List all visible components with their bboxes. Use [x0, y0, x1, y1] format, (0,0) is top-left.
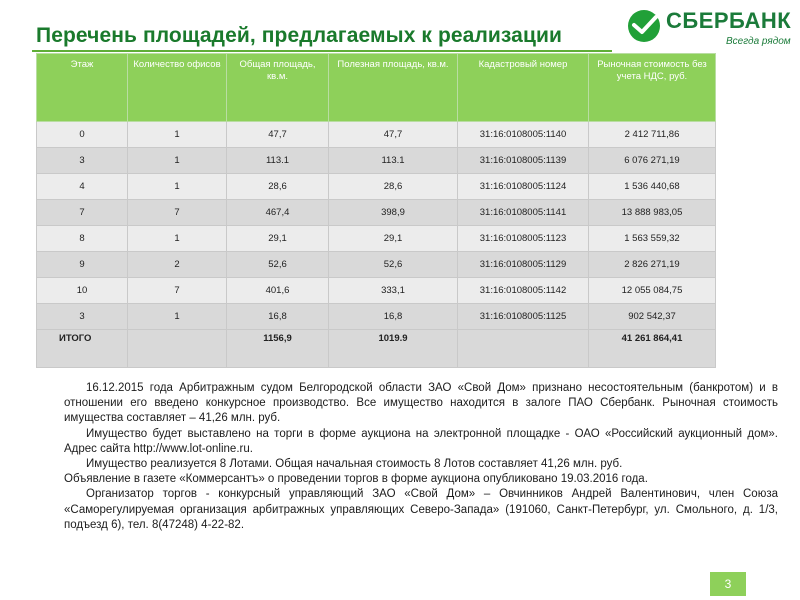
market-value-cell: 6 076 271,19 [588, 147, 716, 174]
total-area-cell: 467,4 [226, 199, 329, 226]
offices-cell: 7 [127, 277, 227, 304]
market-value-sum: 41 261 864,41 [588, 329, 716, 368]
market-value-cell: 2 826 271,19 [588, 251, 716, 278]
offices-cell: 7 [127, 199, 227, 226]
useful-area-sum: 1019.9 [328, 329, 458, 368]
slide-number: 3 [710, 572, 746, 596]
useful-area-cell: 333,1 [328, 277, 458, 304]
table-row: 3 1 16,8 16,8 31:16:0108005:1125 902 542… [36, 303, 716, 330]
total-row: ИТОГО 1156,9 1019.9 41 261 864,41 [36, 329, 716, 368]
cadastral-number-cell: 31:16:0108005:1124 [457, 173, 589, 200]
floor-cell: 3 [36, 303, 128, 330]
total-offices-cell [127, 329, 227, 368]
column-header-useful-area: Полезная площадь, кв.м. [328, 53, 458, 122]
note-bankruptcy: 16.12.2015 года Арбитражным судом Белгор… [64, 382, 778, 425]
market-value-cell: 1 536 440,68 [588, 173, 716, 200]
floor-cell: 4 [36, 173, 128, 200]
note-auction-platform: Имущество будет выставлено на торги в фо… [64, 427, 778, 455]
total-label: ИТОГО [36, 329, 128, 368]
offices-cell: 1 [127, 225, 227, 252]
premises-table: Этаж Количество офисов Общая площадь, кв… [36, 53, 716, 368]
table-row: 8 1 29,1 29,1 31:16:0108005:1123 1 563 5… [36, 225, 716, 252]
table-row: 4 1 28,6 28,6 31:16:0108005:1124 1 536 4… [36, 173, 716, 200]
offices-cell: 1 [127, 173, 227, 200]
table-row: 0 1 47,7 47,7 31:16:0108005:1140 2 412 7… [36, 121, 716, 148]
useful-area-cell: 16,8 [328, 303, 458, 330]
market-value-cell: 12 055 084,75 [588, 277, 716, 304]
market-value-cell: 902 542,37 [588, 303, 716, 330]
floor-cell: 7 [36, 199, 128, 226]
offices-cell: 1 [127, 121, 227, 148]
column-header-total-area: Общая площадь, кв.м. [226, 53, 329, 122]
offices-cell: 1 [127, 303, 227, 330]
floor-cell: 10 [36, 277, 128, 304]
offices-cell: 1 [127, 147, 227, 174]
note-lots: Имущество реализуется 8 Лотами. Общая на… [86, 458, 623, 471]
sberbank-logo: СБЕРБАНК Всегда рядом [626, 6, 792, 50]
offices-cell: 2 [127, 251, 227, 278]
market-value-cell: 13 888 983,05 [588, 199, 716, 226]
useful-area-cell: 29,1 [328, 225, 458, 252]
floor-cell: 3 [36, 147, 128, 174]
cadastral-number-cell: 31:16:0108005:1123 [457, 225, 589, 252]
useful-area-cell: 47,7 [328, 121, 458, 148]
column-header-market-value: Рыночная стоимость без учета НДС, руб. [588, 53, 716, 122]
column-header-offices: Количество офисов [127, 53, 227, 122]
note-organizer: Организатор торгов - конкурсный управляю… [64, 488, 778, 531]
cadastral-number-cell: 31:16:0108005:1142 [457, 277, 589, 304]
floor-cell: 9 [36, 251, 128, 278]
market-value-cell: 2 412 711,86 [588, 121, 716, 148]
column-header-floor: Этаж [36, 53, 128, 122]
cadastral-number-cell: 31:16:0108005:1129 [457, 251, 589, 278]
cadastral-number-cell: 31:16:0108005:1140 [457, 121, 589, 148]
auction-notes: 16.12.2015 года Арбитражным судом Белгор… [64, 381, 778, 533]
table-row: 10 7 401,6 333,1 31:16:0108005:1142 12 0… [36, 277, 716, 304]
market-value-cell: 1 563 559,32 [588, 225, 716, 252]
cadastral-number-cell: 31:16:0108005:1125 [457, 303, 589, 330]
note-announcement: Объявление в газете «Коммерсантъ» о пров… [64, 473, 648, 486]
table-row: 3 1 113.1 113.1 31:16:0108005:1139 6 076… [36, 147, 716, 174]
total-area-sum: 1156,9 [226, 329, 329, 368]
useful-area-cell: 113.1 [328, 147, 458, 174]
table-row: 7 7 467,4 398,9 31:16:0108005:1141 13 88… [36, 199, 716, 226]
total-area-cell: 401,6 [226, 277, 329, 304]
total-area-cell: 28,6 [226, 173, 329, 200]
useful-area-cell: 52,6 [328, 251, 458, 278]
table-row: 9 2 52,6 52,6 31:16:0108005:1129 2 826 2… [36, 251, 716, 278]
logo-slogan: Всегда рядом [726, 36, 791, 47]
cadastral-number-cell: 31:16:0108005:1139 [457, 147, 589, 174]
total-area-cell: 29,1 [226, 225, 329, 252]
floor-cell: 8 [36, 225, 128, 252]
total-area-cell: 16,8 [226, 303, 329, 330]
logo-wordmark: СБЕРБАНК [666, 8, 792, 33]
floor-cell: 0 [36, 121, 128, 148]
table-header-row: Этаж Количество офисов Общая площадь, кв… [36, 53, 716, 122]
title-underline [32, 50, 612, 52]
total-area-cell: 113.1 [226, 147, 329, 174]
total-cadastral-cell [457, 329, 589, 368]
page-title: Перечень площадей, предлагаемых к реализ… [36, 24, 562, 47]
column-header-cadastral-number: Кадастровый номер [457, 53, 589, 122]
useful-area-cell: 398,9 [328, 199, 458, 226]
useful-area-cell: 28,6 [328, 173, 458, 200]
sberbank-logo-icon [628, 10, 660, 42]
total-area-cell: 47,7 [226, 121, 329, 148]
cadastral-number-cell: 31:16:0108005:1141 [457, 199, 589, 226]
total-area-cell: 52,6 [226, 251, 329, 278]
